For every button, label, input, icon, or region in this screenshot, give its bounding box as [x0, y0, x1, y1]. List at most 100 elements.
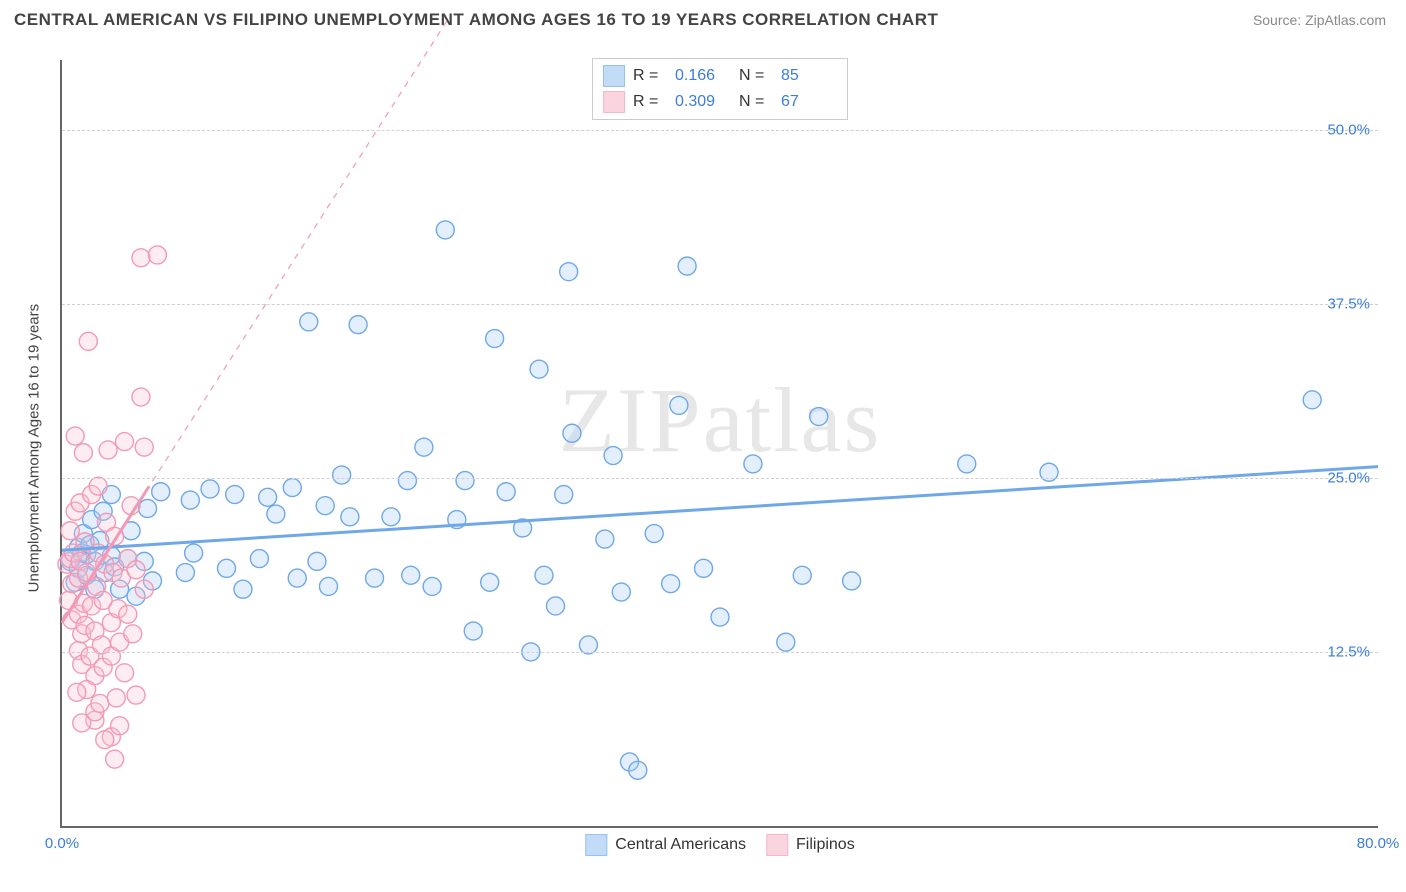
data-point [629, 761, 647, 779]
grid-line [62, 652, 1378, 653]
data-point [79, 332, 97, 350]
grid-line [62, 304, 1378, 305]
title-bar: CENTRAL AMERICAN VS FILIPINO UNEMPLOYMEN… [0, 0, 1406, 36]
y-axis-title: Unemployment Among Ages 16 to 19 years [26, 304, 43, 593]
data-point [152, 483, 170, 501]
legend-r-label: R = [633, 67, 667, 85]
chart-container: Unemployment Among Ages 16 to 19 years Z… [14, 40, 1392, 880]
data-point [111, 717, 129, 735]
x-tick-label: 0.0% [45, 835, 79, 852]
data-point [423, 577, 441, 595]
legend-swatch [766, 834, 788, 856]
chart-title: CENTRAL AMERICAN VS FILIPINO UNEMPLOYMEN… [14, 10, 938, 30]
data-point [107, 689, 125, 707]
legend-swatch [603, 91, 625, 113]
legend-n-value: 85 [781, 67, 837, 85]
plot-area: Unemployment Among Ages 16 to 19 years Z… [60, 60, 1378, 828]
data-point [106, 750, 124, 768]
data-point [132, 249, 150, 267]
data-point [777, 633, 795, 651]
data-point [1303, 391, 1321, 409]
data-point [127, 686, 145, 704]
data-point [124, 625, 142, 643]
legend-swatch [603, 65, 625, 87]
series-legend-item: Central Americans [585, 834, 746, 856]
data-point [300, 313, 318, 331]
data-point [366, 569, 384, 587]
data-point [563, 424, 581, 442]
series-legend-label: Central Americans [615, 836, 746, 854]
data-point [66, 427, 84, 445]
legend-row: R = 0.166 N = 85 [603, 63, 837, 89]
data-point [201, 480, 219, 498]
data-point [456, 472, 474, 490]
legend-n-label: N = [739, 93, 773, 111]
legend-r-value: 0.166 [675, 67, 731, 85]
data-point [68, 683, 86, 701]
data-point [670, 396, 688, 414]
y-tick-label: 50.0% [1327, 121, 1370, 138]
data-point [645, 525, 663, 543]
data-point [148, 246, 166, 264]
series-legend-label: Filipinos [796, 836, 855, 854]
data-point [316, 497, 334, 515]
trend-line [62, 467, 1378, 551]
data-point [259, 488, 277, 506]
data-point [116, 433, 134, 451]
data-point [119, 605, 137, 623]
x-tick-label: 80.0% [1357, 835, 1400, 852]
y-tick-label: 25.0% [1327, 469, 1370, 486]
data-point [793, 566, 811, 584]
data-point [267, 505, 285, 523]
data-point [596, 530, 614, 548]
data-point [535, 566, 553, 584]
legend-row: R =0.309N =67 [603, 89, 837, 115]
data-point [843, 572, 861, 590]
data-point [116, 664, 134, 682]
source-label: Source: ZipAtlas.com [1253, 12, 1386, 28]
data-point [678, 257, 696, 275]
data-point [73, 714, 91, 732]
data-point [127, 561, 145, 579]
data-point [135, 580, 153, 598]
data-point [135, 438, 153, 456]
y-tick-label: 12.5% [1327, 643, 1370, 660]
data-point [349, 316, 367, 334]
data-point [530, 360, 548, 378]
data-point [547, 597, 565, 615]
data-point [481, 573, 499, 591]
data-point [662, 575, 680, 593]
data-point [96, 731, 114, 749]
data-point [341, 508, 359, 526]
data-point [464, 622, 482, 640]
scatter-svg [62, 60, 1378, 826]
y-tick-label: 37.5% [1327, 295, 1370, 312]
data-point [185, 544, 203, 562]
data-point [176, 564, 194, 582]
correlation-legend: R =0.166N =85R =0.309N =67 [592, 58, 848, 120]
series-legend: Central Americans Filipinos [585, 834, 854, 856]
data-point [308, 552, 326, 570]
data-point [288, 569, 306, 587]
grid-line [62, 130, 1378, 131]
data-point [398, 472, 416, 490]
legend-n-label: N = [739, 67, 773, 85]
data-point [99, 441, 117, 459]
data-point [695, 559, 713, 577]
data-point [744, 455, 762, 473]
data-point [497, 483, 515, 501]
data-point [333, 466, 351, 484]
data-point [74, 444, 92, 462]
legend-r-label: R = [633, 93, 667, 111]
data-point [560, 263, 578, 281]
legend-n-value: 67 [781, 93, 837, 111]
data-point [604, 447, 622, 465]
data-point [61, 522, 79, 540]
data-point [612, 583, 630, 601]
data-point [132, 388, 150, 406]
data-point [436, 221, 454, 239]
data-point [226, 486, 244, 504]
legend-swatch [585, 834, 607, 856]
series-legend-item: Filipinos [766, 834, 855, 856]
data-point [250, 550, 268, 568]
